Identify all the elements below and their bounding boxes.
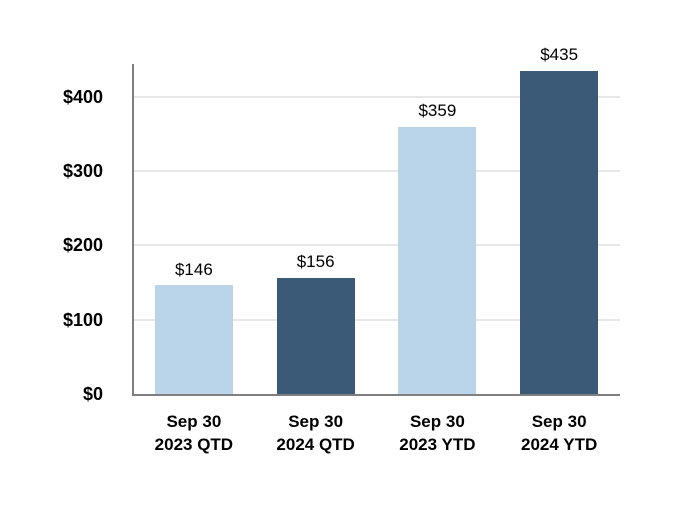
x-axis-category-line2: 2024 YTD [521,435,598,454]
x-axis-line [132,394,620,396]
y-axis-tick-label: $100 [62,309,103,330]
x-axis-category-line2: 2023 YTD [399,435,476,454]
y-axis-tick-label: $200 [62,235,103,256]
y-axis-tick-label: $0 [82,384,103,404]
y-axis-tick-label: $400 [62,86,103,107]
x-axis-category-label: Sep 30 2024 YTD [494,410,624,456]
bar [520,70,599,394]
x-axis-category-line1: Sep 30 [288,412,344,431]
x-axis-category-label: Sep 30 2023 QTD [129,410,259,456]
y-axis-tick-label: $300 [62,161,103,182]
x-axis-category-line1: Sep 30 [166,412,222,431]
x-axis-category-line1: Sep 30 [409,412,465,431]
bar [276,278,355,394]
bar [154,285,233,394]
bar-value-label: $359 [418,101,457,121]
y-axis-line [132,64,134,396]
bar-value-label: $156 [296,252,335,272]
x-axis-category-line2: 2023 QTD [154,435,234,454]
x-axis-category-label: Sep 30 2023 YTD [372,410,502,456]
bar-value-label: $435 [540,44,579,64]
bar [398,127,477,394]
x-axis-category-line2: 2024 QTD [276,435,355,454]
x-axis-category-line1: Sep 30 [531,412,587,431]
x-axis-category-label: Sep 30 2024 QTD [251,410,381,456]
bar-value-label: $146 [174,259,213,279]
